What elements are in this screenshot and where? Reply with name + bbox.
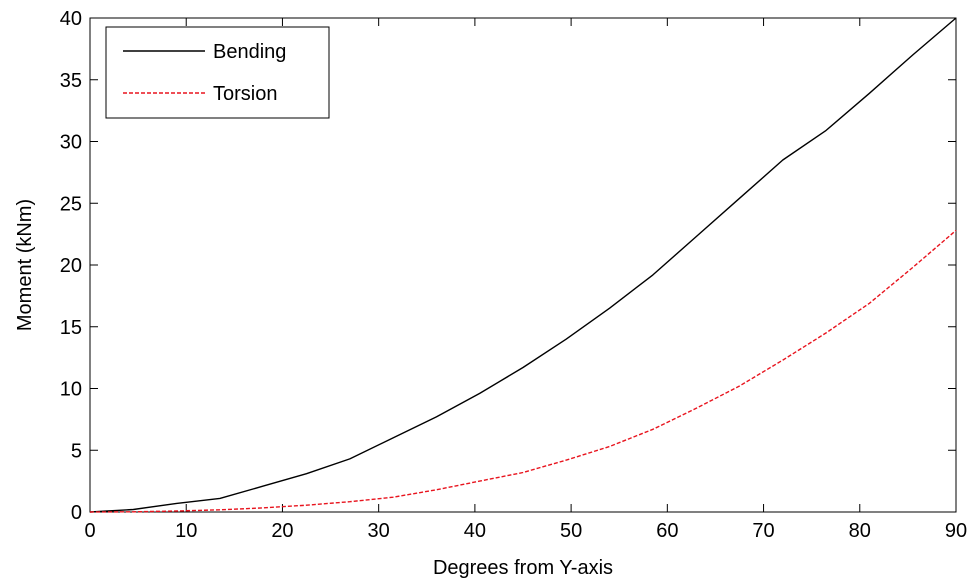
axis-ticks: 0 10 20 30 40 50 60 70 80 90 0 5 10 15 20 25 30 35 40	[60, 8, 967, 542]
series-line-bending	[89, 17, 957, 513]
legend-label-torsion: Torsion	[213, 83, 277, 105]
y-tick-label: 40	[60, 8, 82, 30]
y-axis-title: Moment (kNm)	[14, 199, 36, 331]
x-tick-label: 10	[175, 520, 197, 542]
x-tick-label: 70	[752, 520, 774, 542]
y-tick-label: 20	[60, 255, 82, 277]
x-tick-label: 0	[84, 520, 95, 542]
x-tick-label: 50	[560, 520, 582, 542]
y-tick-label: 10	[60, 379, 82, 401]
x-tick-label: 20	[271, 520, 293, 542]
x-tick-label: 80	[849, 520, 871, 542]
x-tick-label: 40	[464, 520, 486, 542]
legend-box	[105, 26, 330, 119]
x-tick-label: 90	[945, 520, 967, 542]
x-tick-label: 60	[656, 520, 678, 542]
y-tick-label: 5	[71, 440, 82, 462]
y-tick-label: 30	[60, 132, 82, 154]
legend-label-bending: Bending	[213, 41, 286, 63]
legend: Bending Torsion	[105, 26, 330, 119]
series-layer	[89, 17, 957, 513]
y-tick-label: 25	[60, 193, 82, 215]
x-axis-title: Degrees from Y-axis	[433, 557, 613, 579]
series-line-torsion	[89, 229, 957, 513]
x-tick-label: 30	[368, 520, 390, 542]
y-tick-label: 35	[60, 70, 82, 92]
y-tick-label: 15	[60, 317, 82, 339]
y-tick-label: 0	[71, 502, 82, 524]
